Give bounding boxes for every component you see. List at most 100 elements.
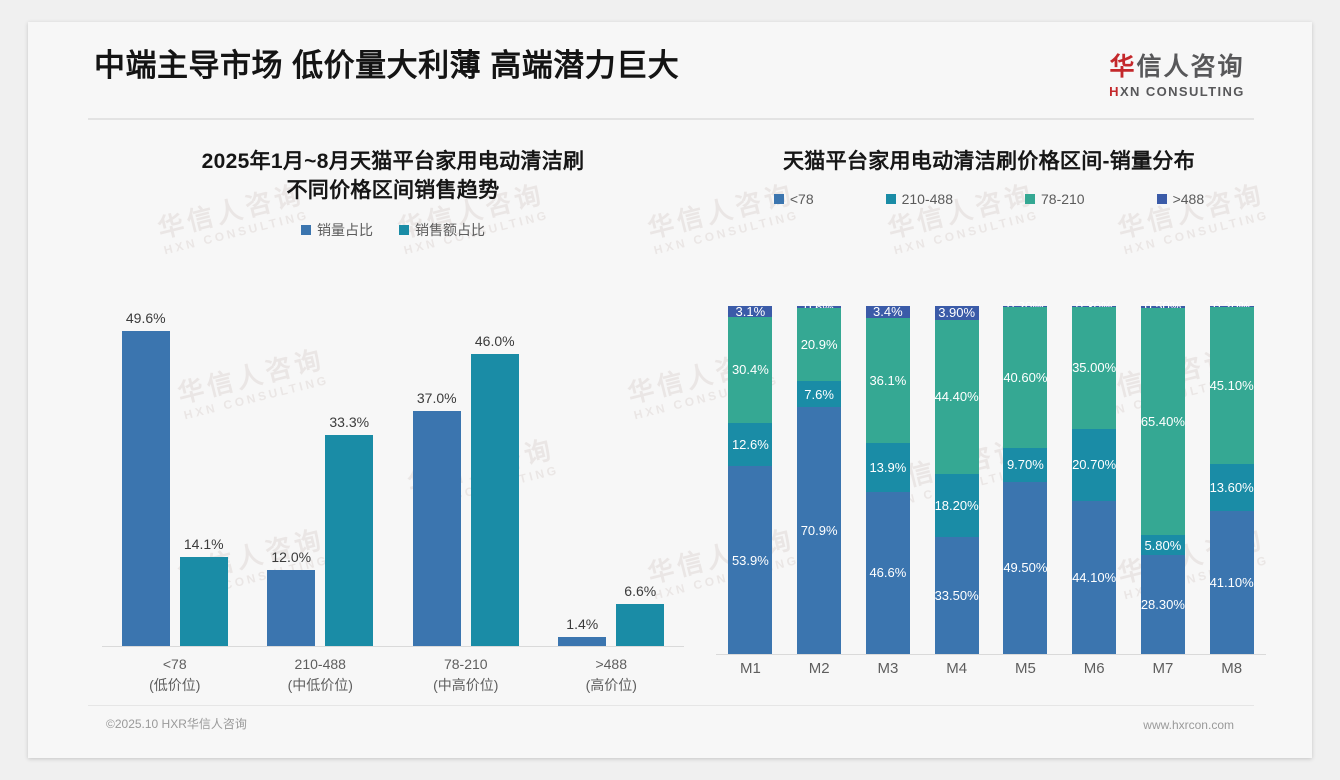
stack-segment-label: 65.40% — [1140, 414, 1185, 430]
legend-swatch-icon — [399, 224, 409, 235]
stack-segment[interactable]: 12.6% — [728, 422, 773, 467]
stack-segment[interactable]: 53.9% — [728, 466, 773, 654]
legend-item->488[interactable]: >488 — [1156, 191, 1204, 207]
bar-fill[interactable] — [616, 604, 665, 646]
bar-fill[interactable] — [412, 411, 461, 646]
bar-column[interactable]: 46.0% — [470, 316, 519, 646]
stacked-bar[interactable]: 3.4% 36.1% 13.9% 46.6% — [865, 304, 910, 654]
x-axis-tick-label: M7 — [1152, 660, 1174, 677]
stack-segment[interactable]: 28.30% — [1141, 555, 1185, 654]
stack-segment[interactable]: 3.90% — [934, 305, 979, 320]
logo-chinese: 华信人咨询 — [1082, 53, 1272, 82]
stack-segment-label: 13.60% — [1209, 479, 1254, 495]
legend-swatch-icon — [885, 193, 896, 204]
x-axis-tick-label: M8 — [1221, 660, 1243, 677]
bar-fill[interactable] — [470, 354, 519, 646]
bar-column[interactable]: 37.0% — [412, 316, 461, 646]
stack-segment[interactable]: 41.10% — [1210, 510, 1254, 654]
stacked-bar[interactable]: 0.6% 20.9% 7.6% 70.9% — [797, 300, 842, 654]
stacked-bar[interactable]: 0.30%35.00%20.70%44.10% — [1072, 299, 1116, 654]
left-chart-panel: 2025年1月~8月天猫平台家用电动清洁刷 不同价格区间销售趋势 销量占比 销售额… — [88, 148, 698, 718]
bar-value-label: 49.6% — [125, 310, 166, 327]
stack-segment[interactable]: 70.9% — [797, 407, 842, 654]
bar-fill[interactable] — [179, 556, 228, 646]
stack-segment[interactable]: 13.9% — [865, 443, 910, 492]
stacked-bar[interactable]: 3.90% 44.40% 18.20% 33.50% — [934, 305, 979, 654]
left-chart-title-line2: 不同价格区间销售趋势 — [286, 178, 500, 202]
bar-column[interactable]: 1.4% — [558, 316, 607, 646]
stacked-bar[interactable]: 0.50%65.40%5.80%28.30% — [1140, 299, 1185, 654]
left-chart-x-labels: <78 (低价位) 210-488 (中低价位) 78-210 (中高价位) >488 (高价… — [102, 654, 684, 696]
x-axis-range-note: (低价位) — [149, 677, 201, 693]
stack-segment[interactable]: 33.50% — [935, 537, 979, 654]
header-divider — [88, 118, 1254, 120]
legend-item-78-210[interactable]: 78-210 — [1025, 191, 1085, 207]
stacked-bar[interactable]: 0.20%45.10%13.60%41.10% — [1209, 299, 1254, 654]
bar-column[interactable]: 49.6% — [121, 310, 170, 646]
stack-segment[interactable]: 7.6% — [797, 380, 842, 408]
x-axis-tick-label: M6 — [1083, 660, 1105, 677]
bar-fill[interactable] — [558, 637, 607, 646]
legend-label: <78 — [789, 190, 814, 207]
stack-segment-label: 36.1% — [869, 373, 907, 389]
bar-column[interactable]: 33.3% — [325, 316, 374, 646]
logo-english-accent: H — [1109, 83, 1120, 99]
stacked-bar-group: 3.1% 30.4% 12.6% 53.9% — [716, 303, 785, 654]
stack-segment[interactable]: 45.10% — [1210, 306, 1254, 464]
bar-column[interactable]: 6.6% — [616, 316, 665, 646]
bar-value-label: 37.0% — [416, 390, 457, 407]
bar-fill[interactable] — [121, 331, 170, 646]
logo-chinese-rest: 信人咨询 — [1136, 53, 1245, 81]
stack-segment-label: 18.20% — [934, 498, 979, 514]
legend-item-销售额占比[interactable]: 销售额占比 — [399, 220, 485, 240]
x-axis-range: 78-210 — [443, 656, 488, 672]
bar-value-label: 12.0% — [271, 548, 312, 565]
stack-segment-label: 40.60% — [1003, 369, 1048, 385]
stack-segment-label: 33.50% — [934, 588, 979, 604]
left-chart-axis-line — [102, 646, 684, 647]
legend-item-<78[interactable]: <78 — [773, 190, 814, 207]
x-axis-tick-label: M3 — [877, 660, 899, 677]
stack-segment[interactable]: 3.4% — [865, 304, 910, 319]
bar-fill[interactable] — [267, 569, 316, 646]
stack-segment[interactable]: 35.00% — [1072, 307, 1116, 429]
legend-label: 78-210 — [1041, 190, 1085, 207]
right-chart-panel: 天猫平台家用电动清洁刷价格区间-销量分布 <78 210-488 78-210 >48… — [706, 148, 1272, 718]
right-chart-axis-line — [716, 654, 1266, 655]
right-chart-legend: <78 210-488 78-210 >488 — [706, 191, 1272, 207]
brand-logo: 华信人咨询 HXN CONSULTING — [1082, 53, 1272, 99]
stack-segment[interactable]: 40.60% — [1003, 306, 1048, 448]
legend-item-210-488[interactable]: 210-488 — [885, 191, 953, 207]
stacked-bar-group: 3.90% 44.40% 18.20% 33.50% — [922, 305, 991, 654]
stack-segment[interactable]: 49.50% — [1003, 481, 1047, 654]
stack-segment[interactable]: 20.70% — [1072, 428, 1116, 501]
stack-segment-label: 3.1% — [735, 303, 766, 319]
right-chart-x-labels: M1 M2 M3 M4 M5 M6 M7 M8 — [716, 660, 1266, 677]
bar-column[interactable]: 14.1% — [179, 316, 228, 646]
stack-segment[interactable]: 9.70% — [1003, 447, 1048, 482]
stacked-bar[interactable]: 3.1% 30.4% 12.6% 53.9% — [728, 303, 773, 654]
stacked-bar-groups: 3.1% 30.4% 12.6% 53.9% 0.6% 20.9% 7.6% 70.9% 3.4… — [716, 299, 1266, 654]
stack-segment-label: 5.80% — [1144, 537, 1182, 553]
stack-segment-label: 44.40% — [934, 389, 979, 405]
stacked-bar[interactable]: 0.20%40.60%9.70%49.50% — [1003, 299, 1048, 654]
stack-segment[interactable]: 44.10% — [1072, 500, 1116, 654]
bar-group: 12.0% 33.3% — [248, 316, 394, 646]
stack-segment[interactable]: 36.1% — [865, 317, 910, 444]
legend-item-销量占比[interactable]: 销量占比 — [301, 220, 373, 240]
stack-segment[interactable]: 20.9% — [797, 308, 842, 381]
stack-segment[interactable]: 46.6% — [865, 491, 910, 654]
stack-segment[interactable]: 3.1% — [728, 303, 773, 319]
slide-header: 中端主导市场 低价量大利薄 高端潜力巨大 华信人咨询 HXN CONSULTIN… — [28, 22, 1312, 120]
stack-segment[interactable]: 18.20% — [934, 474, 979, 538]
stack-segment[interactable]: 65.40% — [1140, 307, 1185, 536]
left-chart-legend: 销量占比 销售额占比 — [88, 220, 698, 240]
stack-segment[interactable]: 30.4% — [728, 316, 773, 423]
bar-fill[interactable] — [325, 434, 374, 646]
stack-segment[interactable]: 13.60% — [1209, 463, 1254, 511]
x-axis-range-note: (高价位) — [585, 677, 637, 693]
bar-column[interactable]: 12.0% — [267, 316, 316, 646]
stack-segment[interactable]: 5.80% — [1140, 535, 1185, 556]
stack-segment[interactable]: 44.40% — [934, 319, 979, 475]
